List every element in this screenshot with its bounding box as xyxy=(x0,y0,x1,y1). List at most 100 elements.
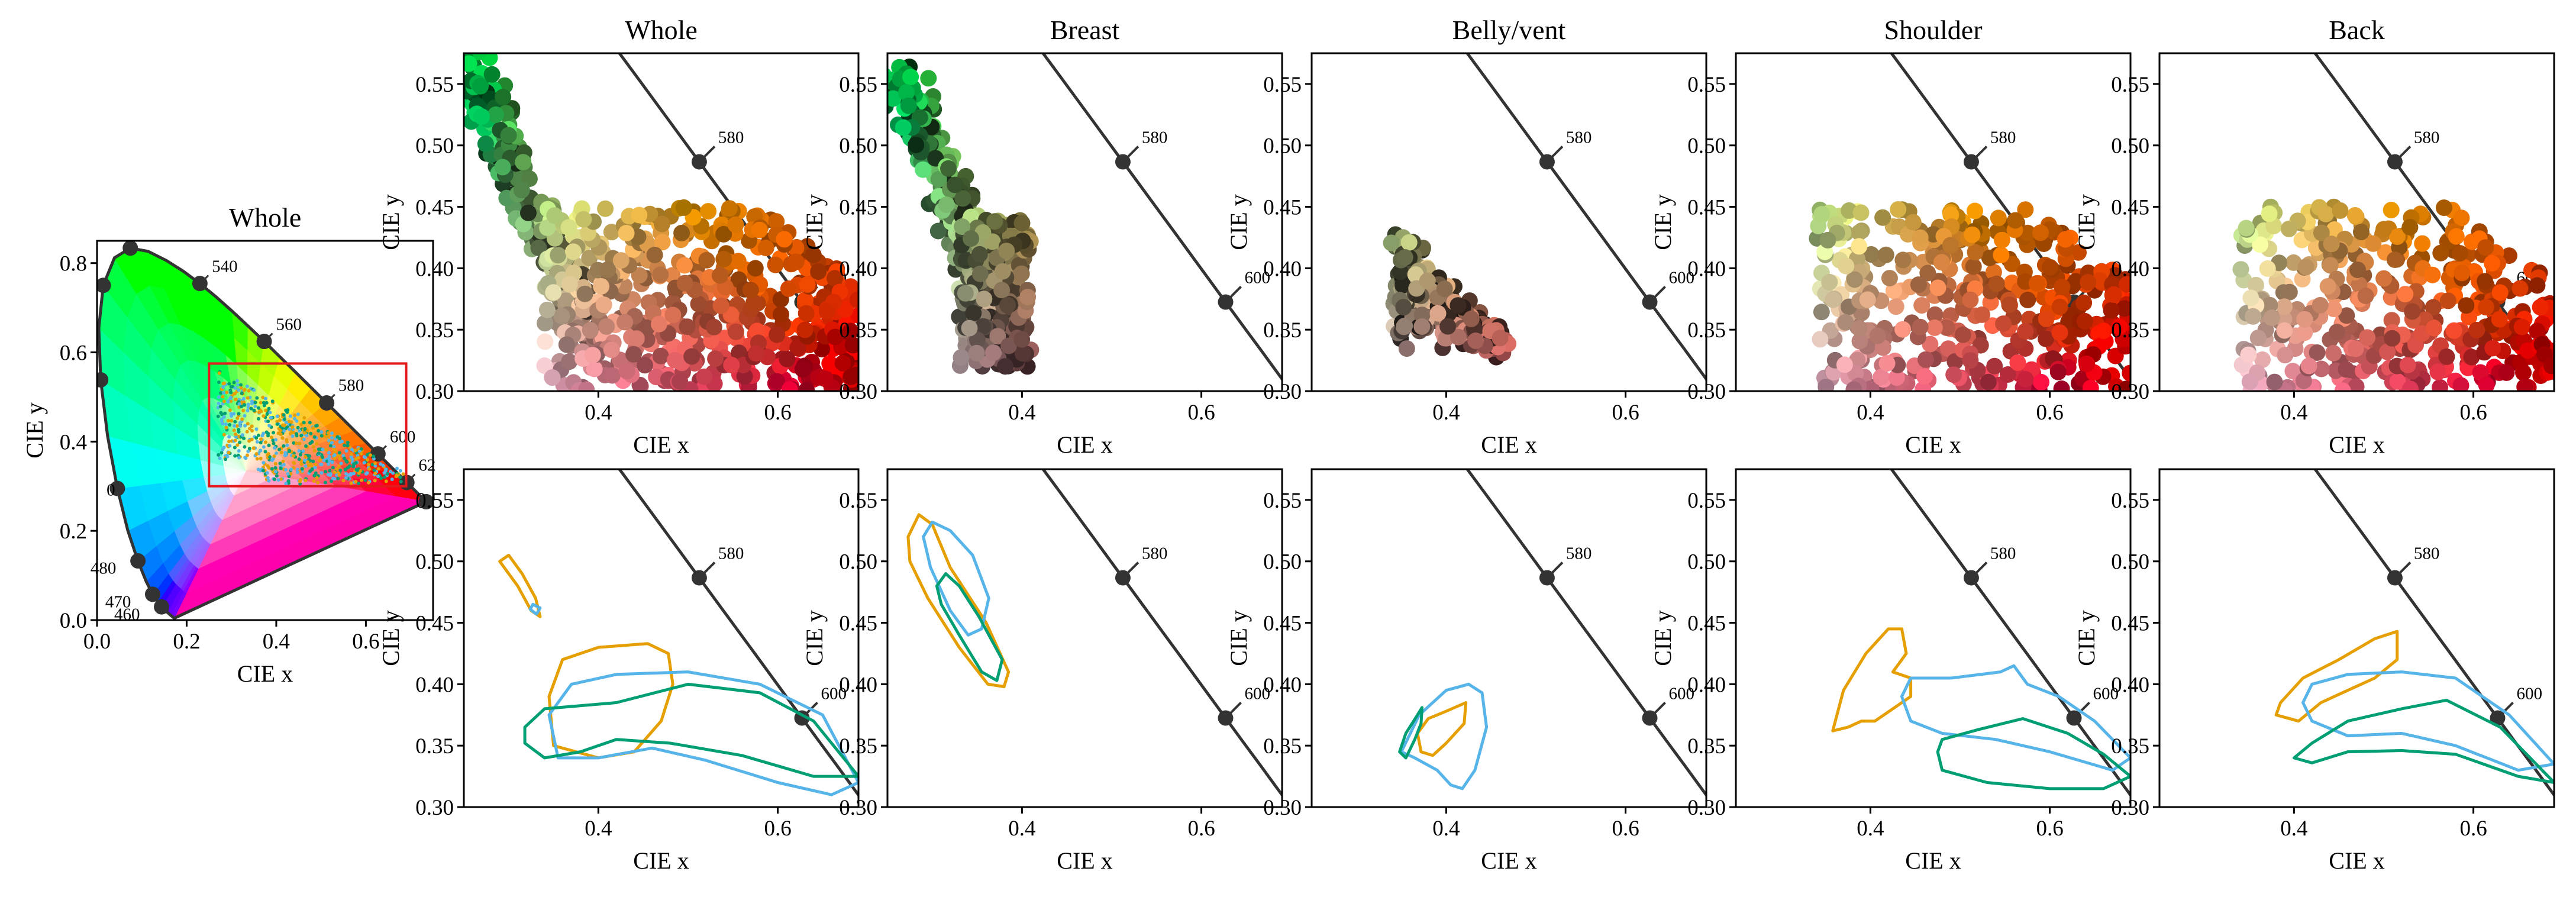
plumage-point xyxy=(675,199,692,216)
plumage-point xyxy=(560,219,577,236)
plumage-point xyxy=(1946,353,1964,370)
overview-point xyxy=(227,440,231,443)
overview-point xyxy=(224,425,228,430)
overview-point xyxy=(288,427,291,431)
contour-panel: 580 600 0.4 0.6 0.30 0.35 0.40 0.45 0.50 0.55 CIE … xyxy=(377,468,860,874)
locus-label: 480 xyxy=(91,559,117,578)
plumage-point xyxy=(1825,291,1842,308)
overview-point xyxy=(370,463,375,467)
overview-point xyxy=(237,412,241,416)
plumage-point xyxy=(2386,251,2403,268)
overview-point xyxy=(272,431,276,435)
plumage-point xyxy=(2484,254,2500,272)
overview-point xyxy=(230,419,234,423)
spectral-locus xyxy=(2313,469,2554,798)
plumage-point xyxy=(500,127,517,144)
overview-point xyxy=(233,386,237,390)
overview-point xyxy=(245,430,249,434)
plumage-points xyxy=(464,53,858,391)
plumage-point xyxy=(2033,373,2049,391)
plumage-point xyxy=(593,278,610,295)
overview-point xyxy=(341,479,346,483)
plumage-point xyxy=(974,318,992,335)
overview-point xyxy=(242,388,246,392)
plumage-point xyxy=(2242,289,2259,306)
plumage-point xyxy=(772,306,789,323)
locus-tick xyxy=(1970,562,1988,579)
locus-marker xyxy=(97,372,109,388)
plumage-point xyxy=(780,280,797,297)
plumage-point xyxy=(2053,380,2070,391)
overview-point xyxy=(242,400,246,404)
overview-point xyxy=(291,430,295,434)
plumage-point xyxy=(1990,209,2007,227)
overview-point xyxy=(295,441,299,446)
overview-point xyxy=(346,444,350,448)
overview-point xyxy=(366,480,370,485)
overview-point xyxy=(246,405,250,409)
plumage-point xyxy=(464,55,477,72)
overview-point xyxy=(337,437,341,441)
overview-point xyxy=(267,406,271,411)
overview-point xyxy=(299,434,304,438)
overview-point xyxy=(246,422,250,426)
panel-title: Whole xyxy=(229,202,302,233)
y-tick-label: 0.55 xyxy=(2111,73,2149,97)
overview-point xyxy=(284,467,288,472)
plumage-point xyxy=(1980,373,1997,391)
overview-point xyxy=(319,430,324,434)
zoom-region-box xyxy=(208,362,408,488)
overview-point xyxy=(319,434,324,438)
plumage-point xyxy=(1993,231,2010,249)
overview-point xyxy=(338,468,343,472)
overview-point xyxy=(240,433,244,437)
plumage-point xyxy=(1942,237,1959,254)
plumage-point xyxy=(2095,322,2112,340)
density-contours xyxy=(906,513,1011,688)
plumage-point xyxy=(1851,320,1868,337)
plumage-point xyxy=(985,344,1002,362)
overview-point xyxy=(246,396,250,400)
panel-title: Back xyxy=(2329,15,2385,45)
overview-point xyxy=(311,459,315,463)
plumage-point xyxy=(2365,235,2382,252)
plumage-point xyxy=(850,291,858,308)
locus-marker xyxy=(144,586,160,602)
overview-point xyxy=(247,439,251,443)
overview-point xyxy=(243,445,247,449)
overview-point xyxy=(267,479,271,483)
plumage-point xyxy=(2309,344,2326,361)
plumage-point xyxy=(2038,310,2055,327)
plumage-point xyxy=(2082,379,2099,391)
axes-frame xyxy=(463,52,860,392)
overview-point xyxy=(399,469,402,473)
plumage-point xyxy=(558,336,575,353)
overview-point xyxy=(272,454,276,458)
overview-point xyxy=(283,451,288,455)
overview-point xyxy=(270,399,275,404)
plumage-point xyxy=(565,243,582,260)
plumage-point xyxy=(2259,260,2276,277)
plumage-point xyxy=(631,206,648,224)
overview-point xyxy=(246,402,250,406)
overview-point xyxy=(272,441,276,446)
plumage-point xyxy=(2019,224,2036,241)
y-tick-label: 0.35 xyxy=(415,318,454,343)
overview-point xyxy=(272,477,276,482)
overview-point xyxy=(237,456,241,460)
plumage-point xyxy=(2432,244,2449,262)
plumage-point xyxy=(1467,332,1484,349)
y-axis-label: CIE y xyxy=(801,610,828,666)
overview-point xyxy=(263,450,267,454)
plumage-point xyxy=(2116,300,2130,317)
y-tick-label: 0.40 xyxy=(415,257,454,281)
plumage-point xyxy=(707,350,724,367)
y-tick-label: 0.30 xyxy=(1263,796,1302,820)
overview-point xyxy=(337,451,341,455)
plumage-point xyxy=(1396,249,1413,266)
overview-point xyxy=(246,449,250,453)
overview-point xyxy=(282,413,286,417)
plumage-point xyxy=(536,357,553,374)
locus-tick xyxy=(1649,286,1666,303)
